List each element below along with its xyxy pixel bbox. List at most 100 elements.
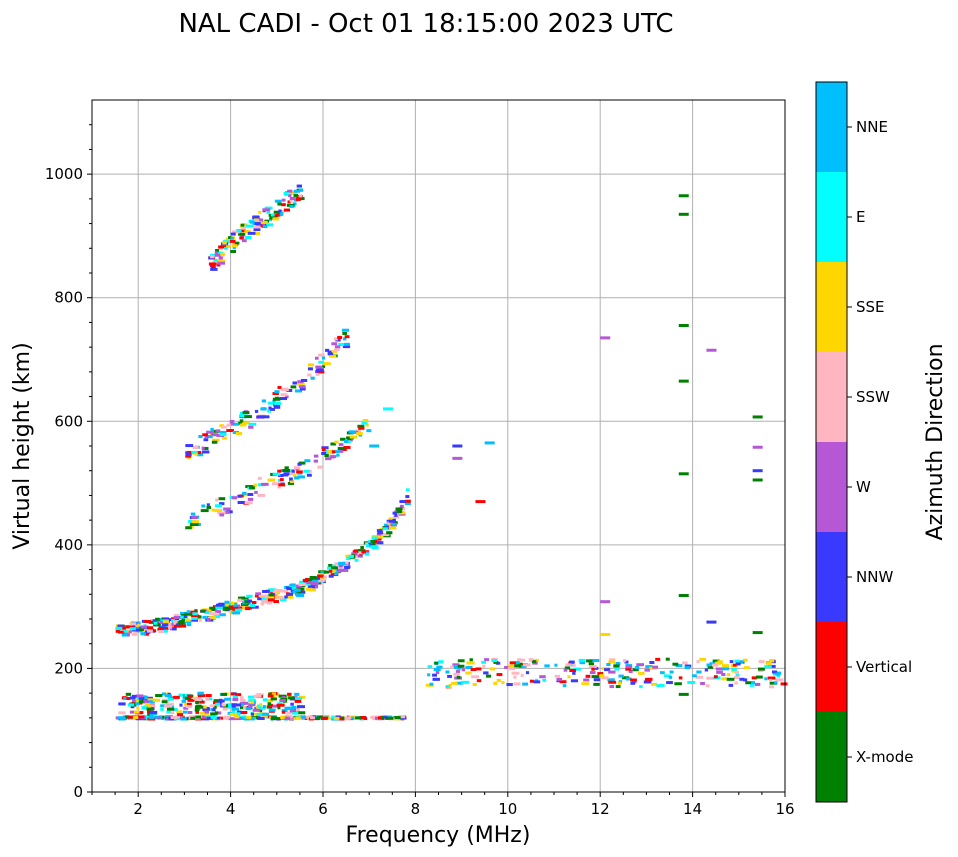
echo-point [332, 349, 338, 353]
echo-point [386, 716, 394, 720]
echo-point [692, 674, 697, 678]
echo-point [722, 664, 729, 668]
echo-point [118, 711, 126, 715]
echo-point [386, 519, 391, 523]
echo-point [129, 710, 137, 714]
echo-point [579, 661, 586, 665]
echo-point [684, 664, 692, 668]
echo-point [359, 715, 366, 719]
echo-point [559, 680, 567, 684]
echo-point [302, 578, 309, 582]
echo-point [194, 698, 202, 702]
echo-point [318, 370, 325, 374]
echo-point [179, 703, 183, 707]
echo-point [405, 488, 410, 492]
echo-point [222, 436, 227, 440]
echo-point [451, 681, 458, 685]
echo-point [289, 472, 296, 476]
echo-point [344, 716, 352, 720]
echo-point [375, 716, 380, 720]
echo-point [343, 337, 347, 341]
echo-point [296, 594, 305, 598]
echo-point [386, 531, 393, 535]
x-tick-label: 12 [591, 800, 610, 818]
echo-point [187, 456, 191, 460]
echo-point [461, 680, 470, 684]
echo-point [589, 671, 596, 675]
echo-point [201, 715, 206, 719]
echo-point [170, 711, 175, 715]
echo-point [318, 578, 326, 582]
echo-point [237, 494, 242, 498]
echo-point [247, 599, 253, 603]
echo-point [290, 583, 296, 587]
echo-point [231, 710, 235, 714]
echo-point [712, 659, 720, 663]
echo-point [210, 716, 217, 720]
echo-point [229, 239, 236, 243]
echo-point [212, 438, 220, 442]
echo-point [293, 198, 299, 202]
x-tick-label: 16 [775, 800, 794, 818]
echo-point [283, 472, 291, 476]
echo-point [365, 542, 369, 546]
echo-point [268, 406, 272, 410]
echo-point [280, 716, 288, 720]
echo-point [205, 694, 212, 698]
echo-point [314, 356, 319, 360]
echo-point [292, 590, 298, 594]
echo-point [699, 657, 706, 661]
echo-point [274, 199, 282, 203]
echo-point [281, 203, 286, 207]
echo-point [247, 497, 254, 501]
echo-point [316, 581, 322, 585]
echo-point [224, 510, 230, 514]
echo-point [731, 669, 737, 673]
echo-point [722, 667, 729, 671]
echo-point [198, 435, 203, 439]
echo-point [726, 677, 735, 681]
echo-point [572, 663, 576, 667]
echo-point [279, 478, 284, 482]
echo-point [209, 612, 217, 616]
echo-point [194, 708, 200, 712]
echo-point [234, 717, 241, 721]
echo-point [172, 707, 178, 711]
colorbar-label: Vertical [856, 658, 912, 676]
echo-point [123, 697, 127, 701]
echo-point [674, 682, 682, 686]
y-axis-label: Virtual height (km) [10, 342, 35, 549]
echo-point [118, 702, 126, 706]
echo-point [392, 511, 398, 515]
echo-point [220, 252, 226, 256]
echo-point [470, 668, 477, 672]
echo-point [244, 717, 250, 721]
colorbar-title: Azimuth Direction [923, 343, 948, 540]
echo-point [195, 700, 200, 704]
echo-point [185, 451, 189, 455]
echo-point [187, 698, 195, 702]
echo-point [362, 550, 370, 554]
echo-point [625, 667, 632, 671]
echo-point [121, 633, 128, 637]
echo-point [280, 212, 284, 216]
echo-point [312, 580, 318, 584]
echo-point [125, 692, 132, 696]
echo-point [528, 658, 533, 662]
echo-point [456, 675, 461, 679]
echo-point [358, 426, 365, 430]
echo-point [632, 668, 639, 672]
echo-point [277, 706, 281, 710]
echo-point [355, 716, 362, 720]
echo-point [290, 589, 294, 593]
echo-point [345, 554, 350, 558]
echo-point [284, 395, 289, 399]
echo-point [232, 697, 239, 701]
echo-point [244, 607, 251, 611]
echo-point [161, 617, 169, 621]
echo-point [399, 504, 404, 508]
echo-point [517, 662, 523, 666]
echo-point [732, 663, 737, 667]
echo-point [383, 523, 388, 527]
echo-point [239, 702, 245, 706]
